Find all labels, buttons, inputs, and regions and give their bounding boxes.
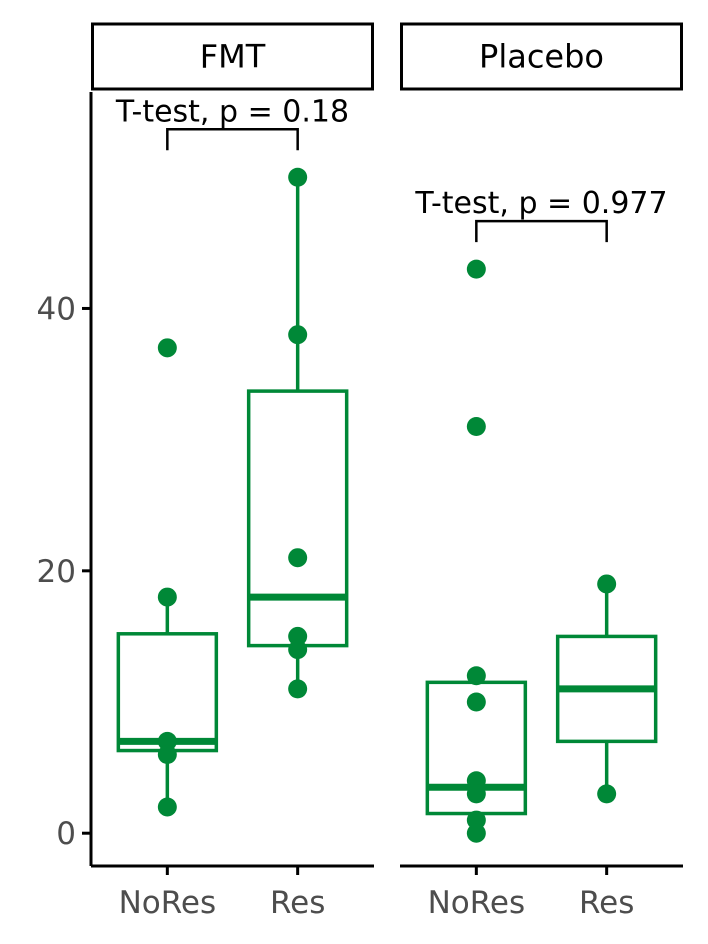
data-point — [157, 587, 177, 607]
data-point — [466, 259, 486, 279]
x-tick-label: NoRes — [428, 885, 526, 921]
data-point — [157, 797, 177, 817]
data-point — [157, 744, 177, 764]
data-point — [466, 823, 486, 843]
group-nores: NoRes — [116, 338, 219, 921]
group-res: Res — [246, 167, 349, 921]
data-point — [597, 784, 617, 804]
significance-annotation: T-test, p = 0.977 — [414, 186, 668, 243]
data-point — [466, 771, 486, 791]
data-point — [157, 338, 177, 358]
data-point — [288, 167, 308, 187]
panel-fmt: FMT NoRes Res T-test, p = 0.18 — [91, 22, 374, 921]
y-axis: 0 20 40 — [37, 92, 93, 866]
strip-label: Placebo — [479, 38, 604, 76]
data-point — [466, 417, 486, 437]
y-tick-label: 0 — [56, 816, 76, 852]
significance-annotation: T-test, p = 0.18 — [115, 94, 349, 151]
data-point — [288, 548, 308, 568]
panel-placebo: Placebo NoRes Res T-test, p = 0.977 — [400, 22, 683, 921]
data-point — [466, 666, 486, 686]
x-tick-label: NoRes — [119, 885, 217, 921]
x-tick-label: Res — [579, 885, 634, 921]
x-tick-label: Res — [270, 885, 325, 921]
data-point — [288, 325, 308, 345]
data-point — [288, 640, 308, 660]
data-point — [466, 692, 486, 712]
data-point — [157, 731, 177, 751]
data-point — [597, 574, 617, 594]
p-value-label: T-test, p = 0.18 — [115, 94, 349, 129]
bracket — [475, 219, 608, 243]
bracket — [166, 128, 299, 151]
strip-box — [91, 22, 374, 91]
y-tick-label: 40 — [37, 291, 76, 327]
data-point — [288, 626, 308, 646]
strip-box — [400, 22, 683, 91]
box — [246, 389, 349, 648]
data-point — [288, 679, 308, 699]
data-point — [466, 784, 486, 804]
panels-layer: FMT NoRes Res T-test, p = 0.18 Placebo NoRes R… — [91, 22, 683, 921]
group-res: Res — [555, 574, 658, 921]
p-value-label: T-test, p = 0.977 — [414, 186, 667, 221]
y-tick-label: 20 — [37, 554, 76, 590]
group-nores: NoRes — [425, 259, 528, 921]
strip-label: FMT — [200, 38, 266, 76]
data-point — [466, 810, 486, 830]
